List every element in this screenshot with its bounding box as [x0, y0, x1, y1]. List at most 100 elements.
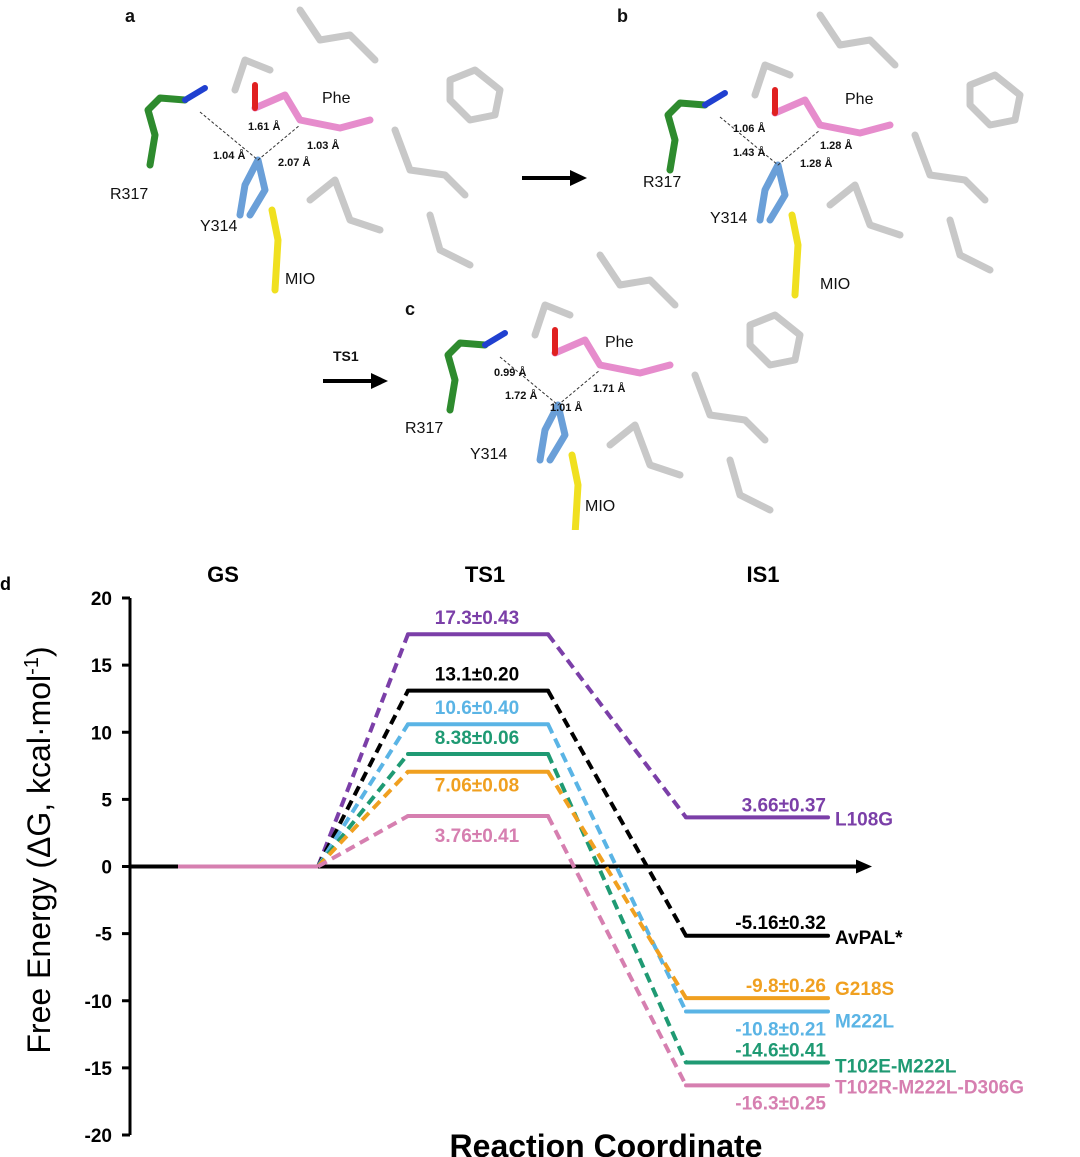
- is1-value-label: -14.6±0.41: [735, 1041, 826, 1062]
- mio-sticks: [268, 206, 282, 294]
- distance-label: 1.04 Å: [213, 149, 245, 162]
- y-axis-label: Free Energy (ΔG, kcal·mol-1): [21, 646, 57, 1053]
- y-tick-label: 5: [101, 790, 112, 811]
- molecular-structures: a Phe 1.61 Å 1.03 Å 1.04 Å 2.07 Å R317 Y314 MIO b…: [110, 6, 1024, 530]
- label-y314: Y314: [470, 446, 507, 463]
- is1-value-label: -9.8±0.26: [746, 976, 826, 997]
- residue-sticks: [426, 211, 474, 269]
- hydrogen-bond-lines: [499, 356, 601, 406]
- ts1-value-label: 7.06±0.08: [435, 776, 519, 797]
- y-tick-label: 20: [91, 589, 112, 610]
- is1-value-label: -5.16±0.32: [735, 913, 826, 934]
- residue-sticks: [306, 176, 384, 234]
- residue-sticks: [231, 56, 274, 94]
- residue-sticks: [596, 251, 679, 309]
- transition-dashed-line: [316, 689, 410, 868]
- series-name-label: L108G: [835, 809, 893, 830]
- phenyl-ring-sticks: [966, 71, 1024, 129]
- transition-dashed-line: [316, 633, 410, 868]
- x-axis-label: Reaction Coordinate: [450, 1128, 763, 1157]
- y-tick-label: -5: [95, 925, 112, 946]
- panel-label-b: b: [617, 6, 628, 26]
- label-r317: R317: [405, 420, 443, 437]
- residue-sticks: [946, 216, 994, 274]
- label-mio: MIO: [820, 276, 850, 293]
- transition-dashed-line: [316, 723, 410, 868]
- transition-dashed-line: [316, 752, 410, 868]
- distance-label: 2.07 Å: [278, 156, 310, 169]
- arrow-head: [570, 170, 587, 186]
- distance-label: 1.28 Å: [800, 157, 832, 170]
- distance-label: 1.28 Å: [820, 139, 852, 152]
- transition-dashed-line: [316, 770, 410, 868]
- series-name-label: AvPAL*: [835, 928, 903, 949]
- y-tick-label: -10: [85, 992, 112, 1013]
- residue-sticks: [726, 456, 774, 514]
- phenyl-ring-sticks: [746, 311, 804, 369]
- label-phe: Phe: [845, 91, 874, 108]
- transition-dashed-line: [546, 770, 688, 1000]
- series-name-label: T102E-M222L: [835, 1057, 957, 1078]
- label-mio: MIO: [585, 498, 615, 515]
- arginine-nitrogen: [482, 330, 508, 348]
- substrate-sticks: [551, 336, 674, 377]
- phenyl-ring-sticks: [446, 66, 504, 124]
- is1-value-label: 3.66±0.37: [742, 795, 826, 816]
- panel-label-a: a: [125, 6, 136, 26]
- label-phe: Phe: [322, 90, 351, 107]
- ts1-value-label: 8.38±0.06: [435, 728, 519, 749]
- transition-dashed-line: [317, 814, 409, 869]
- label-phe: Phe: [605, 334, 634, 351]
- y-tick-label: -15: [85, 1059, 113, 1080]
- y-tick-label: 15: [91, 656, 113, 677]
- residue-sticks: [391, 126, 469, 199]
- arginine-nitrogen: [182, 85, 208, 103]
- residue-sticks: [826, 181, 904, 239]
- arginine-sticks: [144, 94, 189, 169]
- ts1-value-label: 10.6±0.40: [435, 698, 519, 719]
- label-r317: R317: [110, 186, 148, 203]
- distance-label: 1.01 Å: [550, 401, 582, 414]
- residue-sticks: [911, 131, 989, 204]
- series-name-label: T102R-M222L-D306G: [835, 1077, 1024, 1098]
- panel-label-d: d: [0, 574, 11, 594]
- distance-label: 0.99 Å: [494, 366, 526, 379]
- transition-dashed-line: [546, 753, 688, 1064]
- panel-label-c: c: [405, 299, 415, 319]
- arrow-head: [371, 373, 388, 389]
- arrow-label-ts1: TS1: [333, 348, 359, 364]
- distance-label: 1.72 Å: [505, 389, 537, 402]
- substrate-sticks: [771, 96, 894, 137]
- ts1-value-label: 13.1±0.20: [435, 665, 519, 686]
- hydrogen-bond-lines: [719, 116, 821, 166]
- series-l108g: 17.3±0.43 3.66±0.37 L108G: [178, 608, 893, 869]
- y-tick-label: -20: [85, 1126, 112, 1147]
- state-label-ts1: TS1: [465, 562, 505, 587]
- hydrogen-bond-lines: [199, 111, 301, 161]
- distance-label: 1.06 Å: [733, 122, 765, 135]
- arginine-nitrogen: [702, 90, 728, 108]
- arginine-sticks: [444, 339, 489, 414]
- residue-sticks: [606, 421, 684, 479]
- substrate-sticks: [251, 91, 374, 132]
- transition-dashed-line: [546, 633, 688, 819]
- label-y314: Y314: [200, 218, 237, 235]
- ts1-value-label: 17.3±0.43: [435, 608, 519, 629]
- label-mio: MIO: [285, 271, 315, 288]
- x-axis-arrow-head: [856, 859, 872, 874]
- residue-sticks: [296, 6, 379, 64]
- series-t102r-m222l-d306g: 3.76±0.41 -16.3±0.25 T102R-M222L-D306G: [178, 814, 1024, 1114]
- residue-sticks: [531, 301, 574, 339]
- state-label-is1: IS1: [746, 562, 779, 587]
- distance-label: 1.71 Å: [593, 382, 625, 395]
- mio-sticks: [788, 211, 802, 299]
- is1-value-label: -10.8±0.21: [735, 1019, 826, 1040]
- residue-sticks: [816, 11, 899, 69]
- residue-sticks: [751, 61, 794, 99]
- transition-dashed-line: [546, 815, 688, 1087]
- y-tick-label: 0: [101, 858, 112, 879]
- distance-label: 1.43 Å: [733, 146, 765, 159]
- series-name-label: G218S: [835, 979, 894, 1000]
- y-tick-label: 10: [91, 723, 112, 744]
- mio-sticks: [568, 451, 582, 530]
